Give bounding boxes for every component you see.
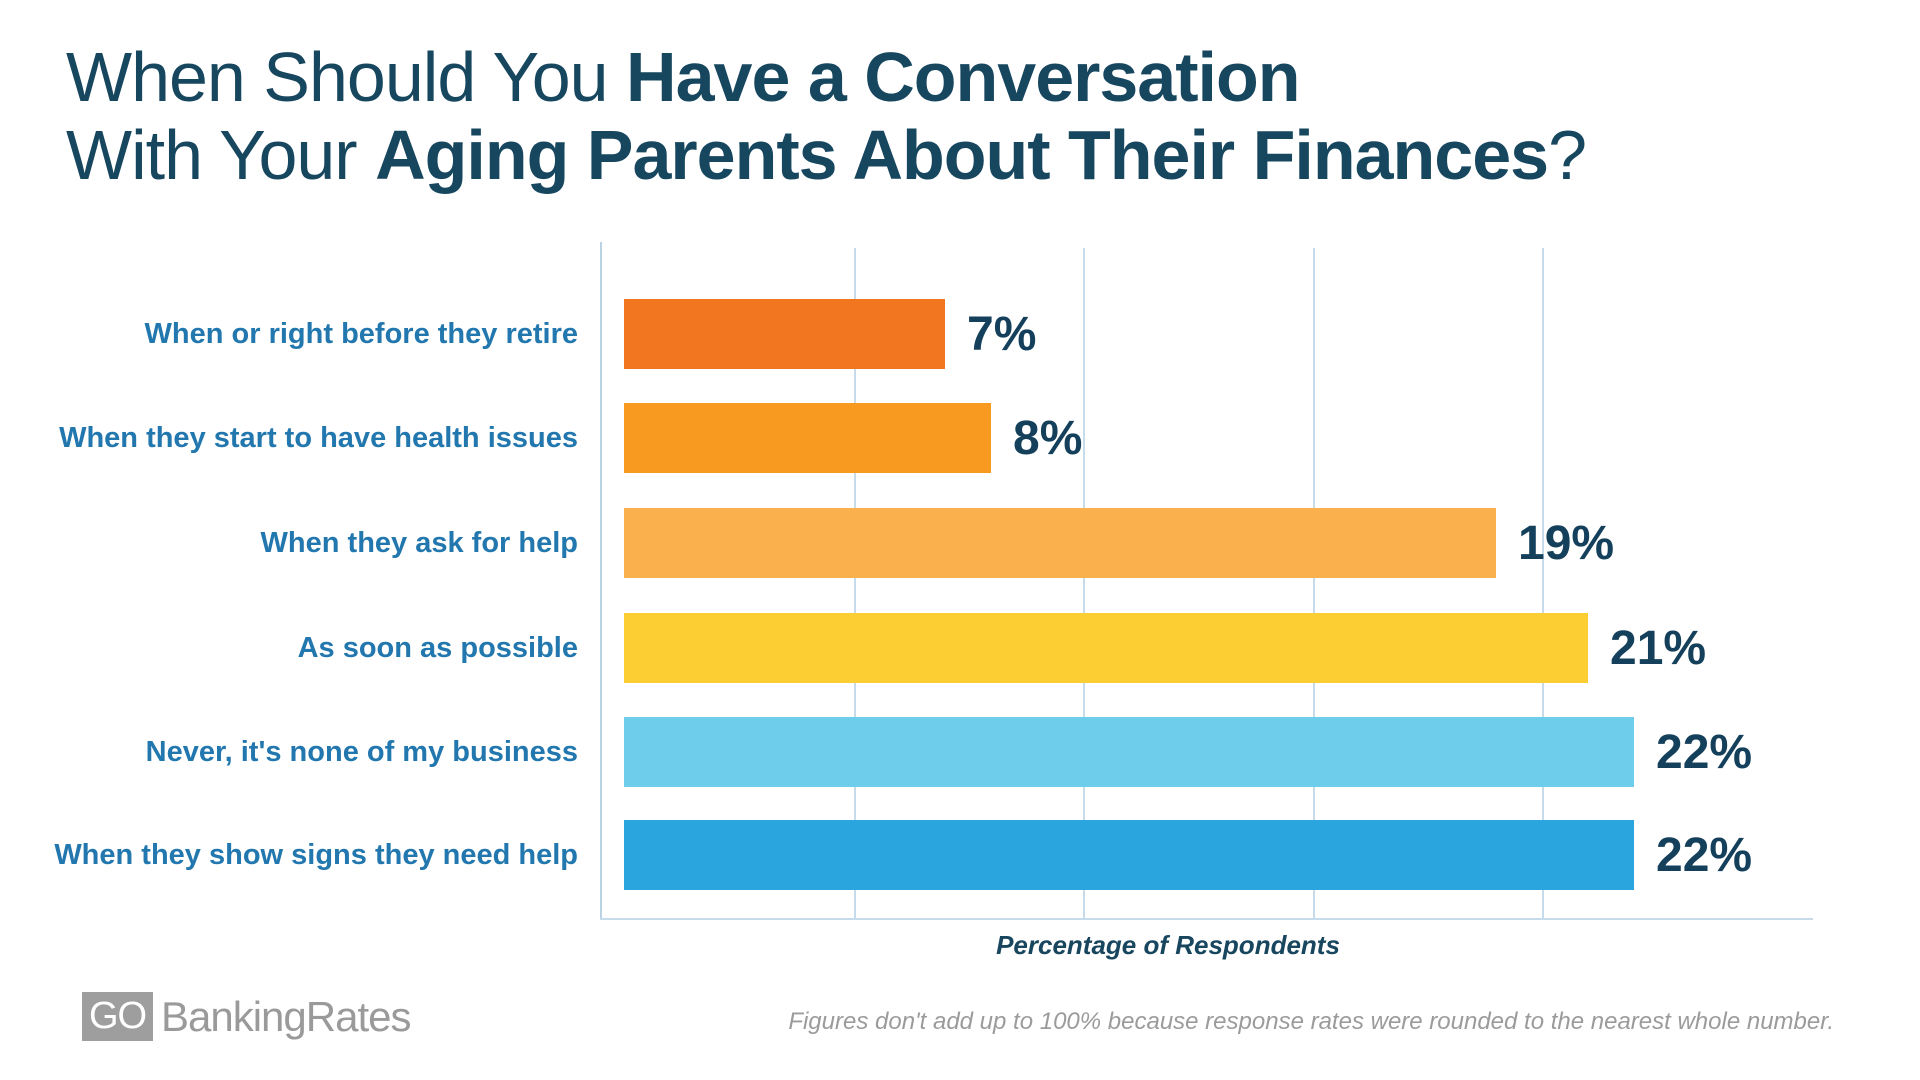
bar xyxy=(624,508,1496,578)
category-label: When or right before they retire xyxy=(144,317,578,350)
bar-value-label: 22% xyxy=(1656,828,1753,882)
chart-title-line1: When Should You Have a Conversation xyxy=(66,38,1586,116)
chart-title-line2: With Your Aging Parents About Their Fina… xyxy=(66,116,1587,194)
title-line2-regular: With Your xyxy=(66,116,376,194)
bar-value-label: 22% xyxy=(1656,725,1753,779)
category-label: When they start to have health issues xyxy=(59,421,578,454)
chart-title: When Should You Have a Conversation With… xyxy=(66,38,1587,194)
category-label: When they show signs they need help xyxy=(54,838,578,871)
category-label: When they ask for help xyxy=(260,526,578,559)
bar-value-label: 7% xyxy=(967,307,1037,361)
bar xyxy=(624,820,1634,890)
bar xyxy=(624,717,1634,787)
logo-go-box: GO xyxy=(82,992,153,1041)
gridline-20pct xyxy=(1542,248,1544,920)
gridline-15pct xyxy=(1313,248,1315,920)
footnote: Figures don't add up to 100% because res… xyxy=(788,1008,1834,1035)
title-line2-bold: Aging Parents About Their Finances xyxy=(375,116,1549,194)
gobankingrates-logo: GO BankingRates xyxy=(82,992,411,1041)
logo-text: BankingRates xyxy=(161,992,411,1040)
title-line2-suffix: ? xyxy=(1548,116,1587,194)
category-label: Never, it's none of my business xyxy=(145,735,578,768)
bar xyxy=(624,299,945,369)
y-axis-line xyxy=(600,242,602,920)
x-axis-line xyxy=(600,918,1813,920)
bar-value-label: 21% xyxy=(1610,621,1707,675)
bar xyxy=(624,613,1588,683)
bar xyxy=(624,403,991,473)
bar-value-label: 19% xyxy=(1518,516,1615,570)
title-line1-bold: Have a Conversation xyxy=(626,38,1300,116)
bar-value-label: 8% xyxy=(1013,411,1083,465)
gridline-10pct xyxy=(1083,248,1085,920)
category-label: As soon as possible xyxy=(297,631,578,664)
gridline-5pct xyxy=(854,248,856,920)
x-axis-label: Percentage of Respondents xyxy=(996,930,1340,960)
title-line1-regular: When Should You xyxy=(66,38,627,116)
